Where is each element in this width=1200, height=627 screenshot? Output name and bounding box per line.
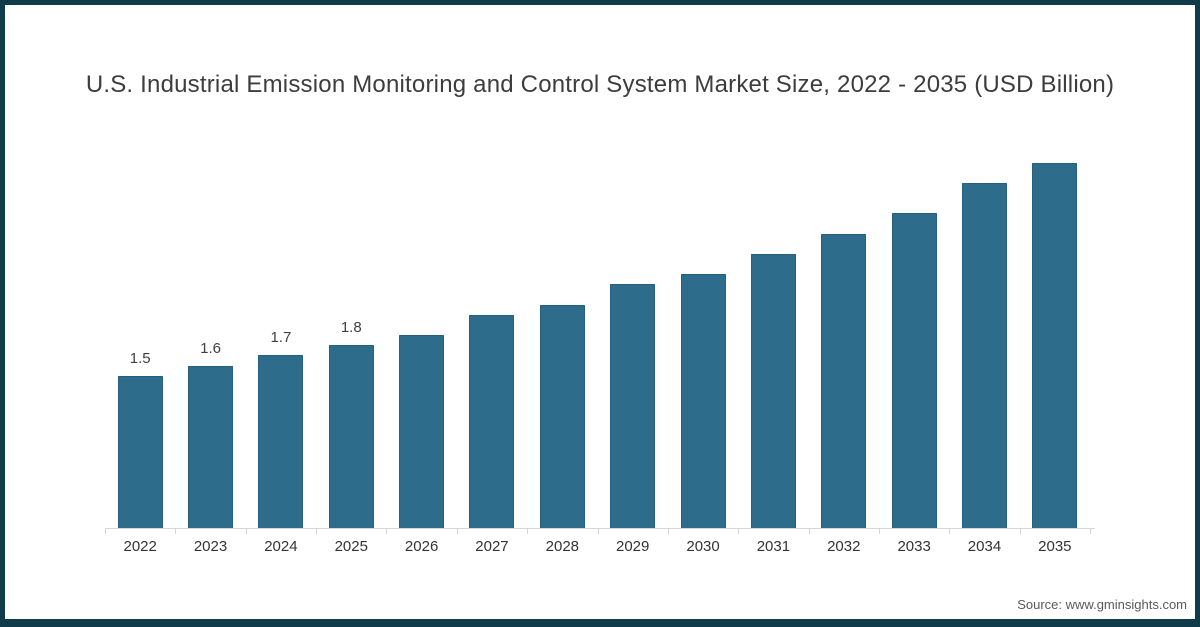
bar-slot-2022: 1.5 bbox=[105, 150, 175, 528]
x-axis-tick bbox=[598, 528, 599, 534]
x-tick-label-2032: 2032 bbox=[827, 538, 861, 555]
x-axis-tick bbox=[386, 528, 387, 534]
x-tick-label-2024: 2024 bbox=[264, 538, 298, 555]
source-attribution: Source: www.gminsights.com bbox=[1017, 597, 1187, 612]
bar-value-label-2022: 1.5 bbox=[129, 350, 151, 367]
x-tick-label-2022: 2022 bbox=[123, 538, 157, 555]
x-tick-label-2023: 2023 bbox=[193, 538, 228, 555]
x-axis-tick bbox=[949, 528, 950, 534]
bar-slot-2030 bbox=[668, 150, 738, 528]
bar-slot-2028 bbox=[527, 150, 597, 528]
x-axis-tick bbox=[457, 528, 458, 534]
x-tick-label-2034: 2034 bbox=[967, 538, 1002, 555]
bar-slot-2033 bbox=[879, 150, 949, 528]
x-axis-tick bbox=[246, 528, 247, 534]
bar-2024 bbox=[258, 355, 304, 528]
bar-slot-2031 bbox=[738, 150, 808, 528]
bar-2023 bbox=[188, 366, 234, 528]
x-axis-tick bbox=[879, 528, 880, 534]
bar-slot-2034 bbox=[949, 150, 1019, 528]
bar-2027 bbox=[469, 315, 515, 528]
x-tick-label-2031: 2031 bbox=[756, 538, 791, 555]
bar-slot-2035 bbox=[1020, 150, 1090, 528]
bar-2031 bbox=[750, 254, 796, 528]
x-tick-label-2035: 2035 bbox=[1038, 538, 1072, 555]
x-axis-tick bbox=[738, 528, 739, 534]
x-axis-tick bbox=[527, 528, 528, 534]
x-tick-label-2029: 2029 bbox=[616, 538, 650, 555]
x-axis-labels: 2022 2023 2024 2025 2026 2027 2028 2029 2030 2031… bbox=[105, 538, 1090, 555]
bar-value-label-2025: 1.8 bbox=[340, 319, 362, 336]
bar-2028 bbox=[539, 305, 585, 528]
bar-value-label-2024: 1.7 bbox=[270, 329, 292, 346]
x-axis-tick bbox=[316, 528, 317, 534]
x-axis-tick bbox=[105, 528, 106, 534]
bar-slot-2025: 1.8 bbox=[316, 150, 386, 528]
bar-2035 bbox=[1032, 163, 1078, 528]
x-tick-label-2026: 2026 bbox=[404, 538, 439, 555]
bar-2032 bbox=[821, 234, 867, 528]
bar-slot-2032 bbox=[809, 150, 879, 528]
x-axis-line bbox=[105, 528, 1095, 534]
plot-area: 1.5 1.6 1.7 1.8 bbox=[105, 150, 1090, 528]
bar-2033 bbox=[891, 213, 937, 528]
x-tick-label-2028: 2028 bbox=[545, 538, 580, 555]
x-tick-label-2025: 2025 bbox=[334, 538, 368, 555]
bar-2026 bbox=[399, 335, 445, 528]
bar-slot-2029 bbox=[598, 150, 668, 528]
bar-slot-2024: 1.7 bbox=[246, 150, 316, 528]
bar-2025 bbox=[328, 345, 374, 528]
bar-2030 bbox=[680, 274, 726, 528]
bar-2022 bbox=[117, 376, 163, 528]
x-axis-tick bbox=[668, 528, 669, 534]
bar-slot-2026 bbox=[386, 150, 456, 528]
bar-value-label-2023: 1.6 bbox=[200, 340, 221, 357]
x-axis-tick bbox=[175, 528, 176, 534]
x-axis-tick bbox=[1020, 528, 1021, 534]
bar-slot-2023: 1.6 bbox=[175, 150, 245, 528]
x-axis-tick bbox=[1090, 528, 1091, 534]
bar-slot-2027 bbox=[457, 150, 527, 528]
x-tick-label-2033: 2033 bbox=[897, 538, 931, 555]
bar-2034 bbox=[961, 183, 1007, 528]
x-axis-tick bbox=[809, 528, 810, 534]
x-tick-label-2030: 2030 bbox=[686, 538, 720, 555]
bar-2029 bbox=[610, 284, 656, 528]
x-tick-label-2027: 2027 bbox=[475, 538, 509, 555]
chart-title: U.S. Industrial Emission Monitoring and … bbox=[85, 71, 1115, 98]
